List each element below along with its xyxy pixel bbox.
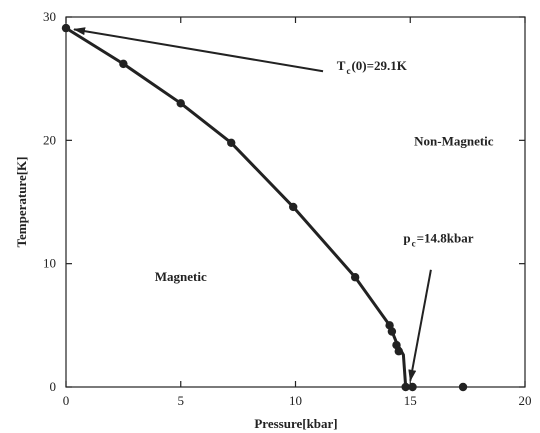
data-point xyxy=(394,347,403,356)
annotation-subscript: c xyxy=(412,239,416,249)
y-axis-title: Temperature[K] xyxy=(14,157,29,248)
data-point xyxy=(289,202,298,212)
data-point xyxy=(408,382,417,392)
axis-tick-labels: 0 5 10 15 20 0 10 20 30 xyxy=(43,9,532,408)
data-point xyxy=(119,59,128,69)
y-tick-label: 30 xyxy=(43,9,56,24)
axis-ticks xyxy=(65,16,526,388)
x-tick-label: 15 xyxy=(404,393,417,408)
region-labels: Non-Magnetic Magnetic xyxy=(155,133,494,284)
annotation-subscript: c xyxy=(346,66,350,76)
data-point xyxy=(227,138,236,147)
data-point xyxy=(350,273,360,282)
y-tick-label: 10 xyxy=(43,256,56,271)
x-axis-title: Pressure[kbar] xyxy=(254,416,337,431)
data-point xyxy=(401,382,410,392)
annotation-arrow xyxy=(73,27,324,73)
annotation-arrow xyxy=(408,269,432,382)
x-tick-label: 10 xyxy=(289,393,302,408)
x-tick-label: 0 xyxy=(63,393,70,408)
annotation-main: T xyxy=(337,58,346,73)
x-tick-label: 5 xyxy=(178,393,185,408)
data-point xyxy=(387,327,397,336)
annotation-value: =14.8kbar xyxy=(417,231,474,246)
data-points xyxy=(61,23,468,392)
region-label: Magnetic xyxy=(155,269,207,284)
region-label: Non-Magnetic xyxy=(414,133,494,148)
annotation-value: (0)=29.1K xyxy=(351,58,407,73)
annotation-main: p xyxy=(403,231,410,246)
data-point xyxy=(61,23,71,33)
y-tick-label: 20 xyxy=(43,132,56,147)
data-point xyxy=(458,382,468,392)
x-tick-label: 20 xyxy=(519,393,532,408)
y-tick-label: 0 xyxy=(50,379,57,394)
data-point xyxy=(176,99,185,108)
phase-boundary-curve xyxy=(64,26,408,389)
